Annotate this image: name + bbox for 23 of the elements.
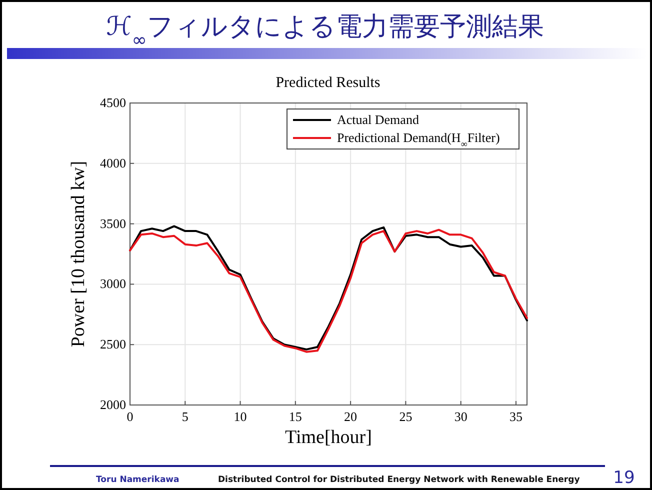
x-tick-label: 35 (509, 409, 522, 424)
y-tick-label: 3000 (100, 276, 126, 292)
x-tick-label: 0 (126, 409, 134, 424)
y-tick-label: 2500 (100, 336, 126, 352)
x-tick-label: 10 (234, 409, 247, 424)
y-axis-title: Power [10 thousand kw] (68, 160, 89, 348)
text: 19 (613, 468, 635, 488)
text: Toru Namerikawa (96, 475, 180, 485)
chart-title: ℋ$_{∞}$フィルタによる電力需要予測結果 (106, 12, 544, 50)
text: Distributed Control for Distributed Energy Network with Renewable Energy (218, 475, 580, 485)
x-tick-label: 30 (454, 409, 468, 424)
y-tick-label: 3500 (100, 216, 126, 231)
x-tick-label: 20 (344, 409, 358, 424)
y-tick-label: 4000 (100, 155, 126, 170)
x-tick-label: 5 (182, 409, 188, 424)
legend-label: Predictional Demand(H$_{∞}$Filter) (337, 130, 500, 149)
y-tick-label: 2000 (100, 397, 126, 412)
x-axis-title: Time[hour] (285, 427, 372, 448)
y-tick-label: 4500 (100, 95, 126, 110)
x-tick-label: 15 (288, 409, 302, 424)
x-tick-label: 25 (399, 409, 412, 424)
legend-label: Actual Demand (337, 112, 420, 127)
chart-subtitle: Predicted Results (276, 75, 380, 91)
